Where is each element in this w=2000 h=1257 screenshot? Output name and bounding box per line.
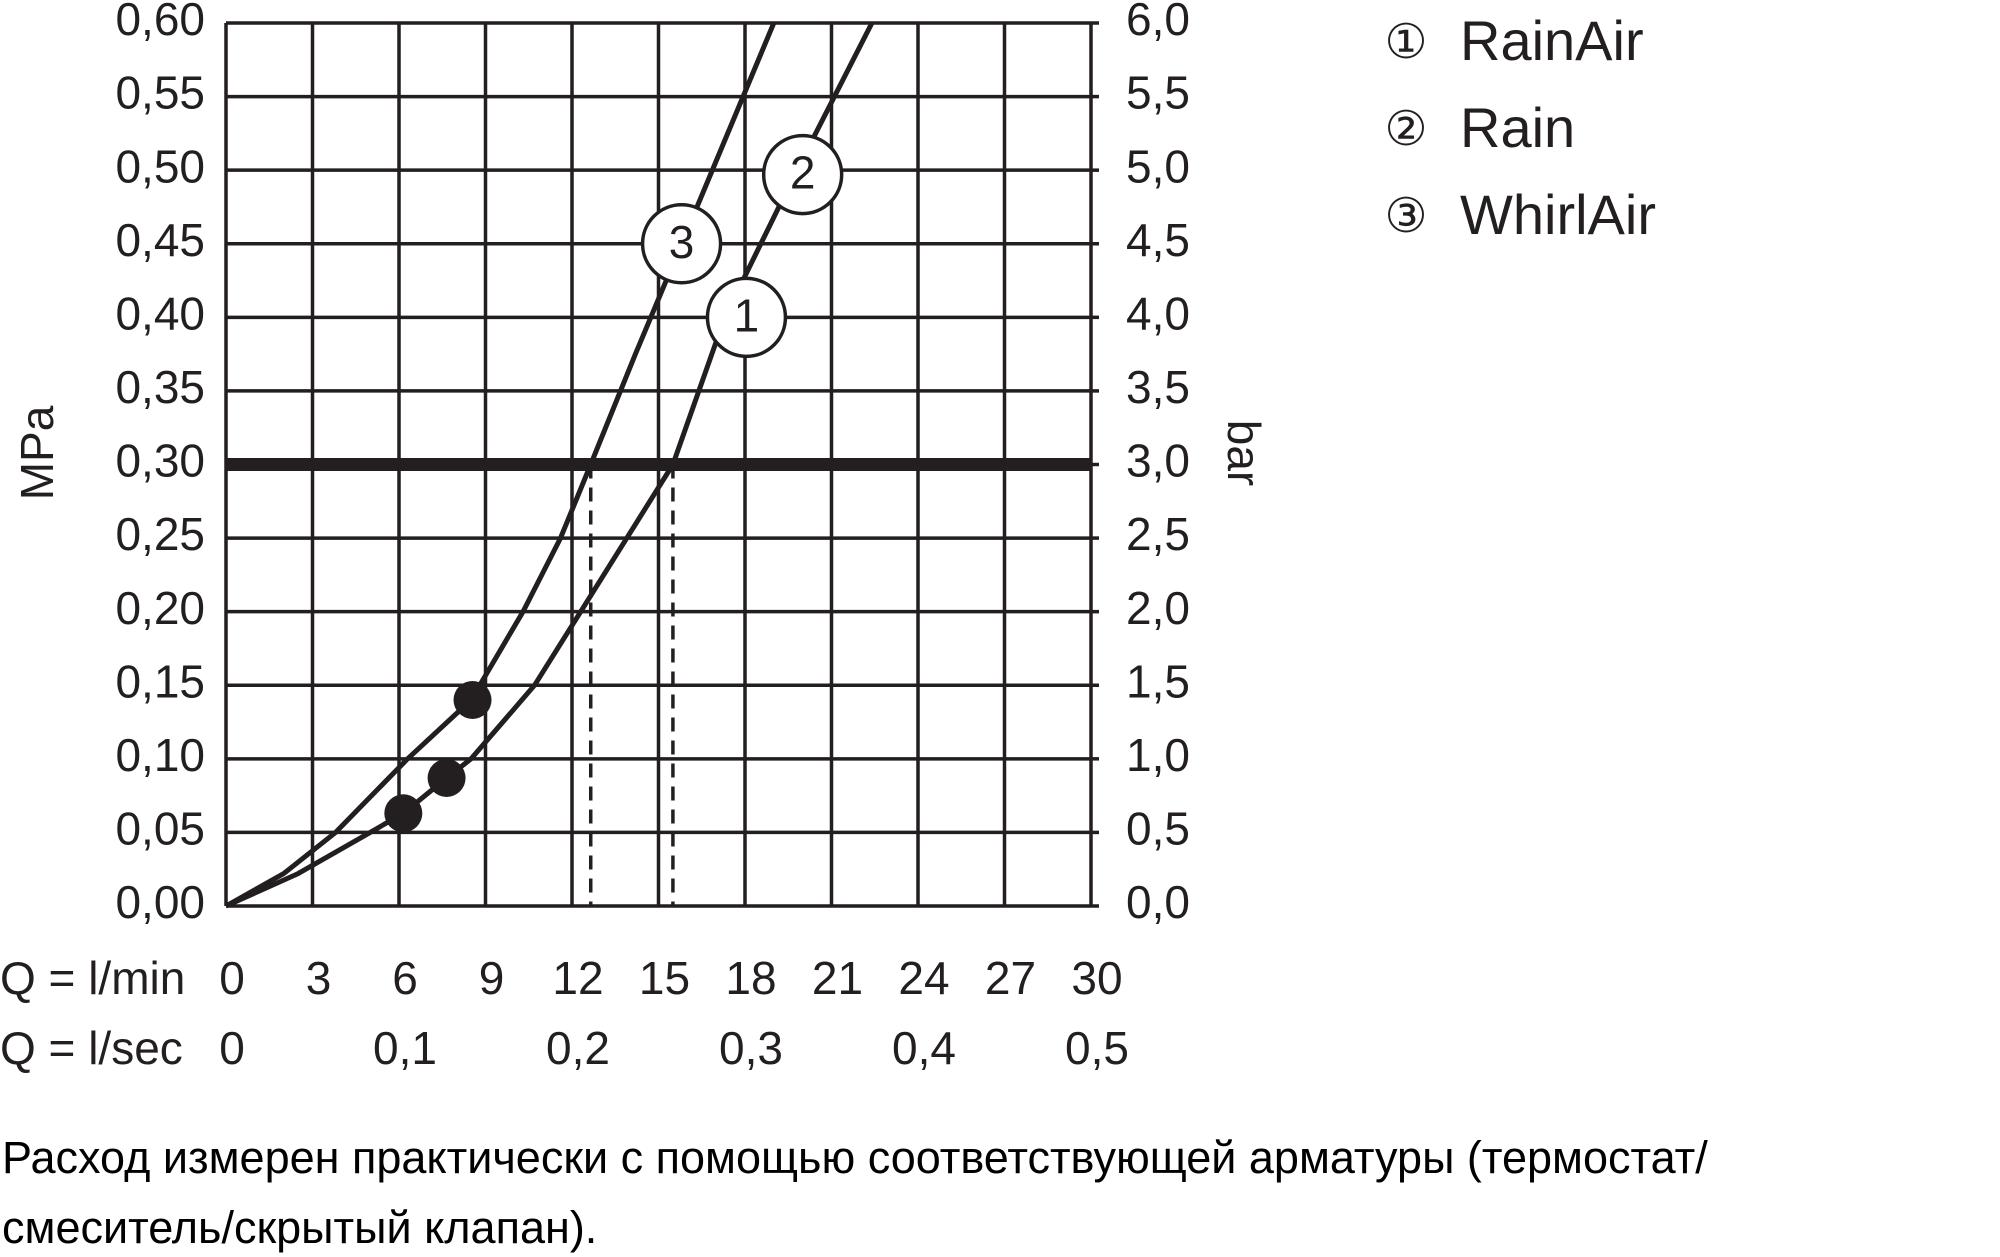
y-tick-label: 0,25 (115, 508, 205, 560)
y-tick-label: 0,50 (115, 140, 205, 192)
caption-line: смеситель/скрытый клапан). (2, 1202, 597, 1253)
y2-tick-label: 5,0 (1126, 140, 1190, 192)
y2-tick-label: 2,5 (1126, 508, 1190, 560)
x-axis-label: Q = l/min (0, 952, 185, 1004)
legend-marker: ③ (1384, 188, 1427, 244)
legend-marker: ② (1384, 101, 1427, 157)
caption-line: Расход измерен практически с помощью соо… (2, 1132, 1708, 1183)
x-tick-label: 9 (479, 952, 505, 1004)
y-tick-label: 0,45 (115, 214, 205, 266)
y2-tick-label: 1,5 (1126, 655, 1190, 707)
x-tick-label: 27 (985, 952, 1036, 1004)
x2-tick-label: 0,2 (546, 1022, 610, 1074)
x2-axis-label: Q = l/sec (0, 1022, 183, 1074)
x-tick-label: 6 (392, 952, 418, 1004)
y-tick-label: 0,35 (115, 361, 205, 413)
x-tick-label: 21 (812, 952, 863, 1004)
min-flow-point (384, 794, 423, 833)
y-tick-label: 0,00 (115, 876, 205, 928)
annotation-circle (705, 276, 788, 359)
x-tick-label: 0 (219, 952, 245, 1004)
x-tick-label: 30 (1071, 952, 1122, 1004)
x-tick-label: 12 (552, 952, 603, 1004)
y-axis-label: MPa (11, 405, 63, 500)
y2-tick-label: 4,0 (1126, 287, 1190, 339)
y2-tick-label: 2,0 (1126, 582, 1190, 634)
x-tick-label: 15 (639, 952, 690, 1004)
legend-label: RainAir (1460, 9, 1644, 72)
y2-tick-label: 5,5 (1126, 67, 1190, 119)
min-flow-point (427, 758, 466, 797)
y-tick-label: 0,05 (115, 803, 205, 855)
y2-tick-label: 0,0 (1126, 876, 1190, 928)
x2-tick-label: 0,5 (1065, 1022, 1129, 1074)
y2-tick-label: 3,5 (1126, 361, 1190, 413)
y-tick-label: 0,60 (115, 0, 205, 45)
annotation-circle (761, 133, 844, 216)
x-tick-label: 3 (306, 952, 332, 1004)
y-tick-label: 0,55 (115, 67, 205, 119)
y2-tick-label: 3,0 (1126, 435, 1190, 487)
y-tick-label: 0,40 (115, 287, 205, 339)
y2-tick-label: 1,0 (1126, 729, 1190, 781)
x2-tick-label: 0,3 (719, 1022, 783, 1074)
y-tick-label: 0,10 (115, 729, 205, 781)
x2-tick-label: 0 (219, 1022, 245, 1074)
y2-tick-label: 0,5 (1126, 803, 1190, 855)
x-tick-label: 24 (898, 952, 949, 1004)
legend-label: WhirlAir (1460, 183, 1656, 246)
y-tick-label: 0,20 (115, 582, 205, 634)
annotation-label: 1 (734, 289, 760, 341)
annotation-label: 3 (669, 216, 695, 268)
legend-marker: ① (1384, 14, 1427, 70)
x-tick-label: 18 (725, 952, 776, 1004)
y2-tick-label: 4,5 (1126, 214, 1190, 266)
min-flow-point (453, 680, 492, 719)
annotation-circle (640, 203, 723, 285)
legend-label: Rain (1460, 96, 1575, 159)
y-tick-label: 0,30 (115, 435, 205, 487)
y2-axis-label: bar (1218, 420, 1270, 486)
y-tick-label: 0,15 (115, 655, 205, 707)
x2-tick-label: 0,4 (892, 1022, 956, 1074)
x2-tick-label: 0,1 (373, 1022, 437, 1074)
y2-tick-label: 6,0 (1126, 0, 1190, 45)
annotation-label: 2 (790, 147, 816, 199)
